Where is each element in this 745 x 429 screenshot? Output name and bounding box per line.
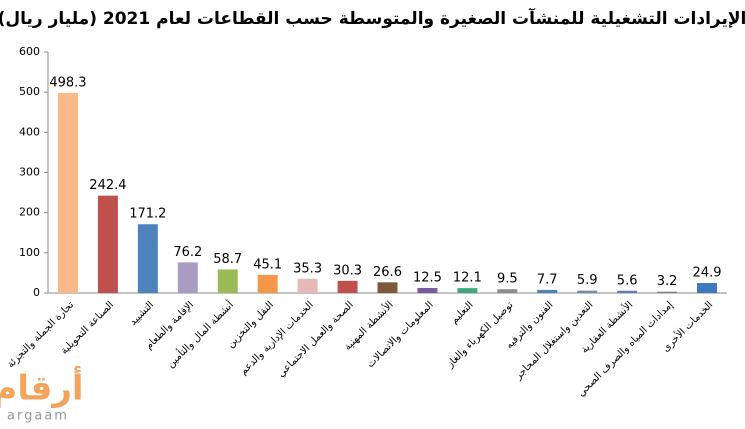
bar [217, 269, 238, 293]
bar [417, 287, 438, 293]
x-tick-label: الخدمات الإدارية والدعم [238, 299, 316, 377]
bar [457, 288, 478, 293]
y-tick-label: 200 [19, 206, 40, 219]
value-label: 12.1 [453, 271, 482, 286]
bar [577, 290, 598, 293]
bar [137, 224, 158, 293]
value-label: 35.3 [293, 261, 322, 276]
bar [497, 289, 518, 293]
bar [377, 282, 398, 293]
value-label: 24.9 [693, 265, 722, 280]
y-tick-label: 0 [33, 286, 40, 299]
logo-arabic: أرقام [0, 366, 84, 409]
chart-title: الإيرادات التشغيلية للمنشآت الصغيرة والم… [0, 7, 745, 29]
value-label: 171.2 [129, 207, 166, 222]
bar [697, 282, 718, 293]
x-tick-label: أنشطة المال والتأمين [163, 297, 236, 370]
x-tick-label: التشييد [128, 299, 156, 327]
value-label: 76.2 [173, 245, 202, 260]
bar [57, 92, 78, 293]
x-tick-label: التعدين واستغلال المحاجر [512, 299, 595, 382]
bar [177, 262, 198, 293]
value-label: 5.6 [617, 273, 638, 288]
bar [657, 291, 678, 293]
value-label: 5.9 [577, 273, 598, 288]
x-tick-label: توصيل الكهرباء والغاز [444, 299, 515, 370]
y-tick-label: 300 [19, 166, 40, 179]
value-label: 26.6 [373, 265, 402, 280]
value-label: 7.7 [537, 272, 558, 287]
y-tick-label: 100 [19, 246, 40, 259]
value-label: 242.4 [89, 178, 126, 193]
value-label: 12.5 [413, 270, 442, 285]
y-tick-label: 600 [19, 45, 40, 58]
x-tick-label: المعلومات والاتصالات [365, 299, 436, 370]
value-label: 9.5 [497, 272, 518, 287]
y-tick-label: 400 [19, 125, 40, 138]
value-label: 45.1 [253, 257, 282, 272]
x-tick-label: الصحة والعمل الاجتماعي [276, 299, 356, 379]
value-label: 30.3 [333, 263, 362, 278]
value-label: 58.7 [213, 252, 242, 267]
x-tick-label: تجارة الجملة والتجزئة [5, 299, 76, 370]
bar [97, 195, 118, 293]
logo-latin: argaam [7, 409, 69, 424]
bar [297, 278, 318, 293]
bar [257, 274, 278, 293]
bar [617, 290, 638, 293]
bar [337, 280, 358, 293]
y-tick-label: 500 [19, 85, 40, 98]
x-tick-label: التعليم [449, 299, 476, 326]
value-label: 3.2 [657, 274, 678, 289]
value-label: 498.3 [49, 75, 86, 90]
bar [537, 289, 558, 293]
